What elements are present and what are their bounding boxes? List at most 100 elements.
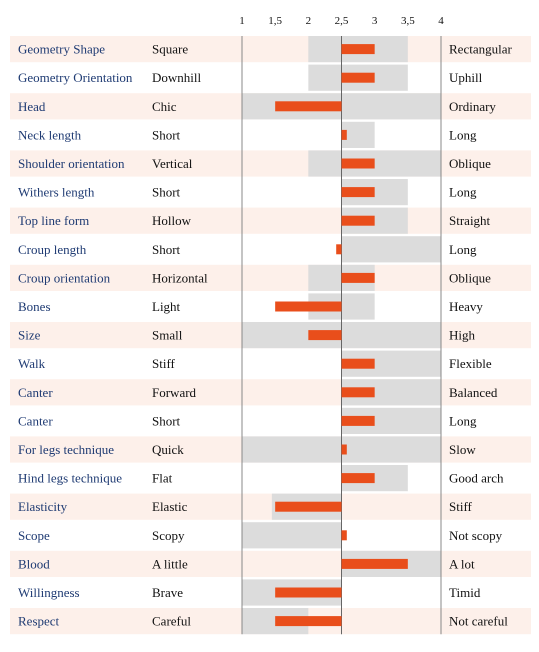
x-tick-label: 2,5 (335, 15, 349, 27)
trait-label: Shoulder orientation (18, 156, 125, 171)
value-bars (275, 44, 408, 627)
value-bar (341, 215, 375, 226)
row-stripe (10, 150, 531, 177)
row-stripe (10, 264, 531, 291)
trait-label: Blood (18, 556, 50, 571)
low-pole-label: Light (152, 299, 181, 314)
value-bar (341, 444, 347, 455)
high-pole-label: Heavy (449, 299, 483, 314)
high-pole-label: Rectangular (449, 42, 512, 57)
trait-label: Hind legs technique (18, 471, 122, 486)
high-pole-label: Long (449, 242, 477, 257)
value-bar (275, 501, 342, 512)
trait-label: Neck length (18, 127, 82, 142)
trait-label: Head (18, 99, 46, 114)
trait-label: Size (18, 328, 41, 343)
row-stripe (10, 207, 531, 234)
high-pole-label: High (449, 328, 476, 343)
high-pole-label: Long (449, 185, 477, 200)
value-bar (341, 187, 375, 198)
low-pole-label: Scopy (152, 528, 185, 543)
high-pole-label: A lot (449, 556, 475, 571)
low-pole-label: Chic (152, 99, 177, 114)
low-pole-label: Short (152, 413, 181, 428)
low-pole-label: A little (152, 556, 188, 571)
x-tick-label: 2 (306, 15, 312, 27)
high-pole-label: Straight (449, 213, 491, 228)
x-tick-label: 3,5 (401, 15, 415, 27)
value-bar (275, 616, 342, 627)
trait-label: Canter (18, 385, 53, 400)
row-stripe (10, 493, 531, 520)
x-tick-label: 4 (438, 15, 444, 27)
range-bar (308, 150, 441, 177)
trait-label: Scope (18, 528, 50, 543)
high-pole-label: Flexible (449, 356, 492, 371)
high-pole-label: Stiff (449, 499, 473, 514)
high-pole-label: Timid (449, 585, 481, 600)
low-pole-label: Careful (152, 614, 191, 629)
low-pole-label: Horizontal (152, 270, 208, 285)
low-pole-label: Flat (152, 471, 173, 486)
high-pole-label: Uphill (449, 70, 483, 85)
low-pole-label: Short (152, 242, 181, 257)
trait-label: Withers length (18, 185, 95, 200)
value-bar (341, 272, 375, 283)
low-pole-label: Forward (152, 385, 197, 400)
trait-label: Croup length (18, 242, 87, 257)
low-pole-label: Elastic (152, 499, 188, 514)
low-pole-label: Small (152, 328, 183, 343)
trait-label: Walk (18, 356, 46, 371)
trait-label: Respect (18, 614, 60, 629)
range-bar (242, 522, 342, 549)
row-stripe (10, 379, 531, 406)
high-pole-label: Oblique (449, 270, 491, 285)
low-pole-label: Downhill (152, 70, 202, 85)
low-pole-label: Short (152, 185, 181, 200)
value-bar (275, 301, 342, 312)
x-tick-label: 1,5 (268, 15, 282, 27)
high-pole-label: Not careful (449, 614, 508, 629)
value-bar (341, 158, 375, 169)
high-pole-label: Good arch (449, 471, 504, 486)
high-pole-label: Long (449, 127, 477, 142)
trait-label: Top line form (18, 213, 89, 228)
low-pole-label: Square (152, 42, 188, 57)
high-pole-label: Oblique (449, 156, 491, 171)
value-bar (341, 558, 408, 569)
value-bar (336, 244, 342, 255)
trait-label: Canter (18, 413, 53, 428)
high-pole-label: Balanced (449, 385, 498, 400)
low-pole-label: Brave (152, 585, 183, 600)
low-pole-label: Quick (152, 442, 184, 457)
value-bar (341, 358, 375, 369)
row-labels: Geometry Shape Square Rectangular Geometry … (18, 42, 512, 629)
trait-label: For legs technique (18, 442, 114, 457)
trait-label: Geometry Shape (18, 42, 105, 57)
value-bar (341, 44, 375, 55)
high-pole-label: Not scopy (449, 528, 503, 543)
trait-label: Croup orientation (18, 270, 111, 285)
low-pole-label: Hollow (152, 213, 192, 228)
row-stripe (10, 36, 531, 63)
value-bar (341, 387, 375, 398)
x-tick-labels: 1 1,5 2 2,5 3 3,5 4 (239, 15, 444, 27)
value-bar (275, 587, 342, 598)
low-pole-label: Short (152, 127, 181, 142)
value-bar (341, 129, 347, 140)
value-bar (308, 330, 342, 341)
high-pole-label: Ordinary (449, 99, 496, 114)
range-bar (341, 236, 441, 263)
range-bar (341, 121, 375, 148)
high-pole-label: Slow (449, 442, 476, 457)
value-bar (275, 101, 342, 112)
high-pole-label: Long (449, 413, 477, 428)
trait-label: Elasticity (18, 499, 68, 514)
value-bar (341, 530, 347, 541)
x-tick-label: 1 (239, 15, 245, 27)
row-stripe (10, 550, 531, 577)
trait-label: Willingness (18, 585, 80, 600)
low-pole-label: Vertical (152, 156, 193, 171)
trait-label: Bones (18, 299, 51, 314)
